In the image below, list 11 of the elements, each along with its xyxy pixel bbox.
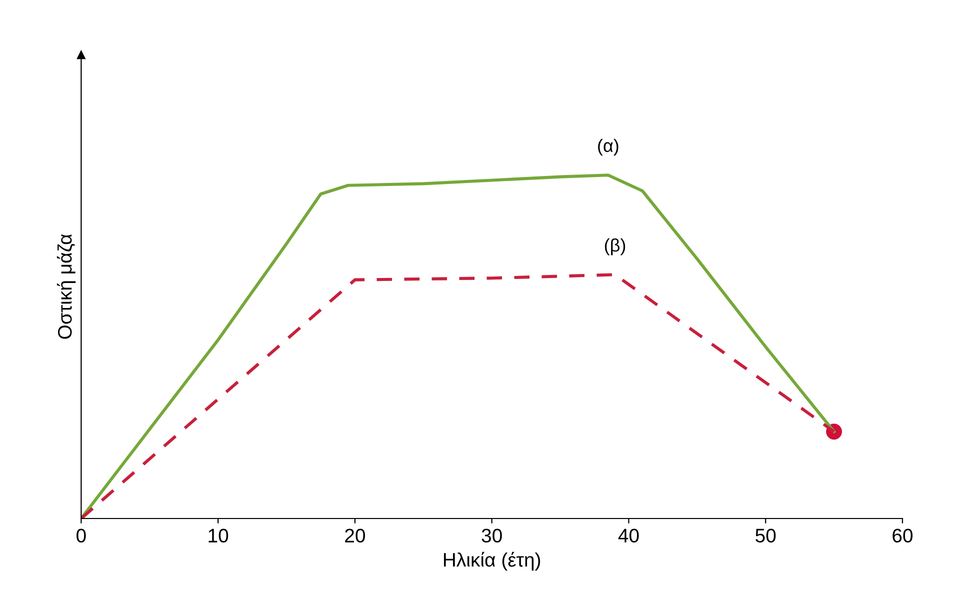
x-axis-title: Ηλικία (έτη): [444, 552, 540, 571]
x-tick-label: 10: [208, 528, 228, 543]
y-axis-title: Οστική μάζα: [56, 234, 76, 339]
x-tick-label: 40: [618, 528, 639, 543]
series-label: (β): [604, 238, 626, 256]
x-tick-label: 0: [76, 528, 86, 543]
series-label: (α): [598, 138, 618, 156]
x-tick-label: 30: [482, 528, 502, 543]
x-tick-label: 50: [756, 528, 776, 543]
x-tick-label: 60: [892, 528, 913, 543]
x-tick-label: 20: [345, 528, 365, 543]
